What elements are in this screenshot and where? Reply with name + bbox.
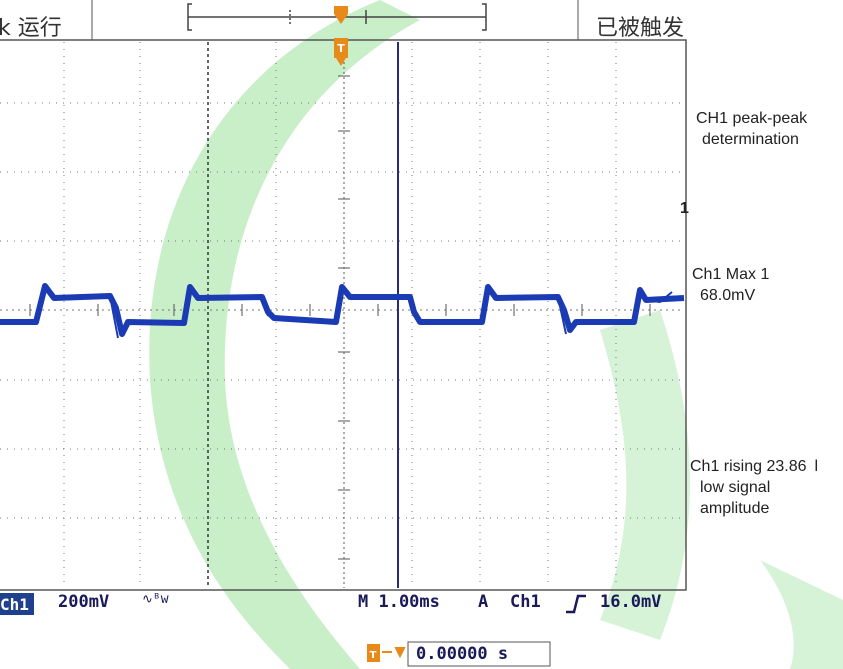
trigger-position-marker: T: [334, 6, 348, 66]
rising-edge-icon: [566, 594, 586, 614]
trigger-mode: A: [478, 592, 489, 612]
ch1-waveform-trace: [0, 283, 685, 339]
ch1-label[interactable]: Ch1: [0, 595, 29, 614]
svg-text:T: T: [337, 42, 345, 55]
run-status-label: k 运行: [0, 16, 62, 41]
horizontal-position-readout[interactable]: 0.00000 s: [416, 644, 509, 664]
position-icon: [367, 644, 380, 662]
svg-text:T: T: [370, 650, 377, 661]
measurement-rising: Ch1 rising 23.86 l low signal amplitude: [690, 456, 818, 519]
measurement-peak-peak: CH1 peak-peak determination: [696, 108, 807, 150]
volts-per-div: 200mV: [58, 592, 110, 612]
bandwidth-limit-icon: ∿ᴮw: [142, 592, 169, 607]
center-axis-ticks: [29, 75, 651, 560]
reference-marker-1: 1: [680, 200, 689, 217]
measurement-rising-title: Ch1 rising 23.86 l: [690, 458, 819, 475]
measurement-rising-note-2: amplitude: [700, 500, 770, 517]
measurement-max: Ch1 Max 1 68.0mV: [692, 264, 769, 306]
timebase-readout: M 1.00ms: [358, 592, 440, 612]
measurement-max-title: Ch1 Max 1: [692, 266, 770, 283]
measurement-peak-peak-subtitle: determination: [702, 131, 799, 148]
trigger-status-label: 已被触发: [596, 16, 685, 41]
vertical-gridlines: [63, 42, 617, 588]
trigger-level: 16.0mV: [600, 592, 662, 612]
measurement-peak-peak-title: CH1 peak-peak: [696, 110, 808, 127]
trigger-source: Ch1: [510, 592, 541, 612]
measurement-max-value: 68.0mV: [700, 287, 756, 304]
ch1-badge: [0, 593, 34, 615]
position-readout-box: [407, 641, 551, 667]
measurement-rising-note-1: low signal: [700, 479, 771, 496]
